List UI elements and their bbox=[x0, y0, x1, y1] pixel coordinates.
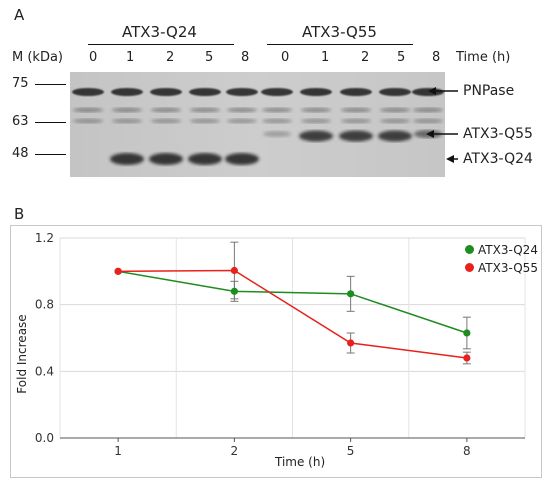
band-background bbox=[380, 118, 410, 124]
band-atx3-q55-faint bbox=[263, 131, 291, 137]
western-blot-image bbox=[70, 72, 445, 177]
band-label-atx3-q24: ATX3-Q24 bbox=[463, 151, 533, 167]
data-point bbox=[463, 329, 471, 337]
band-background bbox=[301, 107, 331, 113]
lane-label: 1 bbox=[126, 50, 135, 65]
data-point bbox=[347, 290, 355, 298]
series-line bbox=[118, 269, 467, 359]
x-tick-label: 1 bbox=[114, 444, 122, 458]
band-pnpase bbox=[340, 88, 372, 96]
group-line-q24 bbox=[88, 44, 234, 45]
band-pnpase bbox=[379, 88, 411, 96]
marker-tick bbox=[35, 122, 66, 123]
band-background bbox=[190, 107, 220, 113]
band-background bbox=[341, 118, 371, 124]
lane-label: 1 bbox=[321, 50, 330, 65]
x-tick-label: 2 bbox=[231, 444, 239, 458]
band-atx3-q24 bbox=[188, 153, 222, 165]
band-atx3-q55 bbox=[299, 130, 333, 142]
mw-header: M (kDa) bbox=[12, 50, 63, 65]
line-chart: 0.0 0.4 0.8 1.2 1 2 5 8 bbox=[35, 231, 526, 458]
band-background bbox=[73, 118, 103, 124]
y-tick-label: 1.2 bbox=[35, 231, 54, 245]
data-point bbox=[463, 354, 471, 362]
band-background bbox=[151, 118, 181, 124]
data-point bbox=[230, 287, 238, 295]
lane-label: 0 bbox=[281, 50, 290, 65]
y-tick-label: 0.8 bbox=[35, 298, 54, 312]
lane-label: 5 bbox=[397, 50, 406, 65]
y-axis-label: Fold Increase bbox=[15, 314, 29, 394]
band-label-pnpase: PNPase bbox=[463, 83, 515, 99]
band-background bbox=[112, 107, 142, 113]
chart-frame: 0.0 0.4 0.8 1.2 1 2 5 8 Fold Increase Time (h) … bbox=[10, 225, 542, 478]
legend-item-q55: ATX3-Q55 bbox=[465, 261, 538, 275]
y-tick-label: 0.0 bbox=[35, 431, 54, 445]
band-atx3-q55 bbox=[339, 130, 373, 142]
marker-tick bbox=[35, 84, 66, 85]
lane-label: 2 bbox=[166, 50, 175, 65]
marker-tick bbox=[35, 154, 66, 155]
band-background bbox=[227, 118, 257, 124]
legend-label-q55: ATX3-Q55 bbox=[478, 261, 538, 275]
band-background bbox=[227, 107, 257, 113]
band-pnpase bbox=[226, 88, 258, 96]
legend-item-q24: ATX3-Q24 bbox=[465, 243, 538, 257]
band-arrows bbox=[426, 87, 458, 163]
band-background bbox=[151, 107, 181, 113]
band-pnpase bbox=[111, 88, 143, 96]
band-atx3-q55 bbox=[378, 130, 412, 142]
band-background bbox=[262, 118, 292, 124]
band-background bbox=[413, 118, 443, 124]
band-background bbox=[341, 107, 371, 113]
x-axis-label: Time (h) bbox=[275, 455, 326, 469]
band-pnpase bbox=[189, 88, 221, 96]
lane-label: 8 bbox=[432, 50, 441, 65]
lane-label: 0 bbox=[89, 50, 98, 65]
band-background bbox=[413, 107, 443, 113]
data-point bbox=[230, 266, 238, 275]
band-pnpase bbox=[72, 88, 104, 96]
marker-48: 48 bbox=[12, 146, 29, 161]
data-point bbox=[347, 339, 355, 347]
band-background bbox=[380, 107, 410, 113]
band-atx3-q24 bbox=[225, 153, 259, 165]
band-background bbox=[112, 118, 142, 124]
lane-label: 8 bbox=[241, 50, 250, 65]
band-background bbox=[301, 118, 331, 124]
band-pnpase bbox=[261, 88, 293, 96]
band-background bbox=[190, 118, 220, 124]
y-tick-label: 0.4 bbox=[35, 364, 54, 378]
panel-a-letter: A bbox=[14, 6, 25, 24]
group-label-q55: ATX3-Q55 bbox=[302, 23, 377, 41]
group-line-q55 bbox=[267, 44, 413, 45]
band-atx3-q24 bbox=[149, 153, 183, 165]
band-atx3-q24 bbox=[110, 153, 144, 165]
band-background bbox=[73, 107, 103, 113]
group-label-q24: ATX3-Q24 bbox=[122, 23, 197, 41]
x-tick-label: 5 bbox=[347, 444, 355, 458]
band-pnpase bbox=[150, 88, 182, 96]
panel-b-letter: B bbox=[14, 205, 25, 223]
legend-marker-q24 bbox=[465, 245, 474, 254]
legend-label-q24: ATX3-Q24 bbox=[478, 243, 538, 257]
marker-63: 63 bbox=[12, 114, 29, 129]
marker-75: 75 bbox=[12, 76, 29, 91]
series-line bbox=[117, 270, 468, 334]
band-background bbox=[262, 107, 292, 113]
band-pnpase bbox=[300, 88, 332, 96]
lane-label: 5 bbox=[205, 50, 214, 65]
legend-marker-q55 bbox=[465, 263, 474, 272]
time-header: Time (h) bbox=[456, 50, 511, 65]
lane-label: 2 bbox=[361, 50, 370, 65]
data-point bbox=[114, 267, 122, 275]
x-tick-label: 8 bbox=[463, 444, 471, 458]
band-label-atx3-q55: ATX3-Q55 bbox=[463, 126, 533, 142]
